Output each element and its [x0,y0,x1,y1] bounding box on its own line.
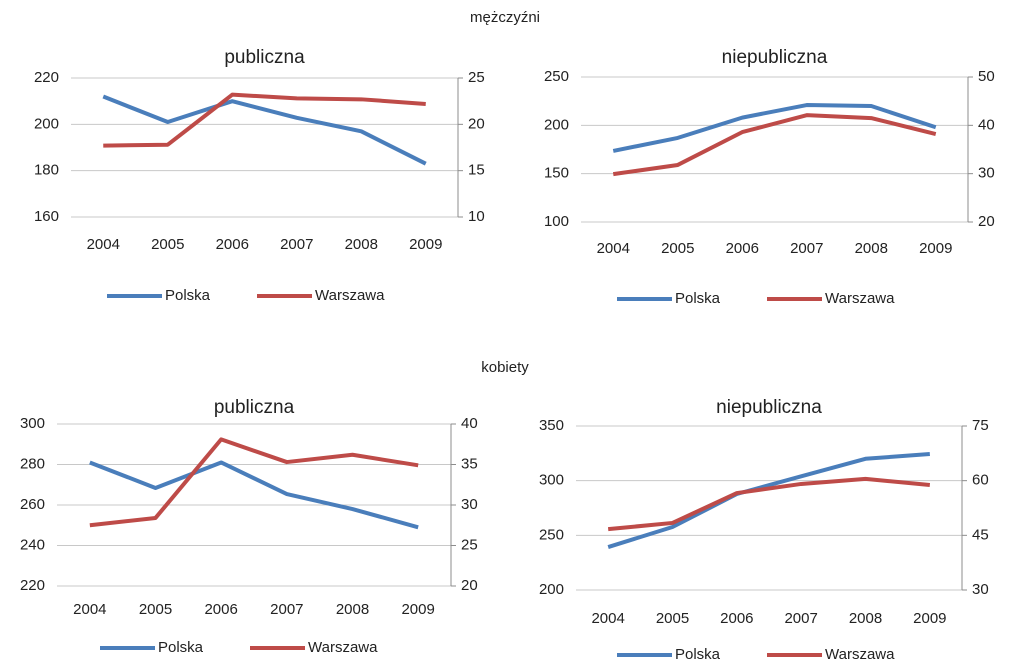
x-tick-label: 2004 [597,240,630,257]
y2-tick-label: 20 [461,577,478,594]
x-tick-label: 2007 [790,240,823,257]
x-tick-label: 2007 [280,236,313,253]
legend-label: Polska [675,290,721,307]
legend-label: Polska [675,646,721,663]
x-tick-label: 2008 [849,610,882,627]
y-tick-label: 280 [20,455,45,472]
series-line [89,437,419,528]
legend-label: Warszawa [315,287,385,304]
y2-tick-label: 30 [461,496,478,513]
y-tick-label: 220 [20,577,45,594]
legend-label: Warszawa [308,639,378,656]
x-tick-label: 2004 [591,610,624,627]
x-tick-label: 2008 [336,601,369,618]
x-tick-label: 2009 [913,610,946,627]
section-heading: kobiety [481,359,529,376]
x-tick-label: 2007 [270,601,303,618]
y-tick-label: 300 [539,472,564,489]
chart-title: niepubliczna [716,397,822,418]
x-tick-label: 2005 [139,601,172,618]
legend-label: Polska [165,287,211,304]
y-tick-label: 200 [544,116,569,133]
y-tick-label: 160 [34,208,59,225]
y2-tick-label: 60 [972,472,989,489]
x-tick-label: 2009 [401,601,434,618]
series-line [612,113,937,177]
series-line [103,92,426,148]
x-tick-label: 2004 [73,601,106,618]
x-tick-label: 2005 [151,236,184,253]
chart-title: niepubliczna [722,47,828,68]
series-line [607,476,931,532]
series-line [612,103,937,153]
chart-title: publiczna [224,47,305,68]
legend-label: Polska [158,639,204,656]
y2-tick-label: 75 [972,417,989,434]
section-heading: mężczyźni [470,9,540,26]
series-line [89,460,419,530]
x-tick-label: 2009 [919,240,952,257]
x-tick-label: 2006 [726,240,759,257]
y-tick-label: 150 [544,165,569,182]
y2-tick-label: 35 [461,455,478,472]
y-tick-label: 250 [539,526,564,543]
y-tick-label: 220 [34,69,59,86]
y2-tick-label: 25 [468,69,485,86]
x-tick-label: 2007 [784,610,817,627]
x-tick-label: 2004 [87,236,120,253]
legend-label: Warszawa [825,290,895,307]
chart-title: publiczna [214,397,295,418]
x-tick-label: 2009 [409,236,442,253]
y-tick-label: 300 [20,415,45,432]
series-line [102,94,427,166]
y-tick-label: 180 [34,162,59,179]
y-tick-label: 100 [544,213,569,230]
legend-label: Warszawa [825,646,895,663]
y-tick-label: 350 [539,417,564,434]
x-tick-label: 2006 [720,610,753,627]
x-tick-label: 2006 [204,601,237,618]
y-tick-label: 200 [539,581,564,598]
y2-tick-label: 20 [978,213,995,230]
y2-tick-label: 40 [461,415,478,432]
y2-tick-label: 30 [972,581,989,598]
x-tick-label: 2005 [656,610,689,627]
y-tick-label: 250 [544,68,569,85]
y2-tick-label: 45 [972,526,989,543]
x-tick-label: 2008 [855,240,888,257]
y2-tick-label: 25 [461,536,478,553]
y2-tick-label: 15 [468,162,485,179]
x-tick-label: 2006 [216,236,249,253]
y2-tick-label: 40 [978,116,995,133]
series-line [607,451,930,549]
y-tick-label: 200 [34,115,59,132]
y2-tick-label: 10 [468,208,485,225]
x-tick-label: 2005 [661,240,694,257]
y2-tick-label: 20 [468,115,485,132]
y-tick-label: 240 [20,536,45,553]
x-tick-label: 2008 [345,236,378,253]
y2-tick-label: 30 [978,165,995,182]
y2-tick-label: 50 [978,68,995,85]
y-tick-label: 260 [20,496,45,513]
